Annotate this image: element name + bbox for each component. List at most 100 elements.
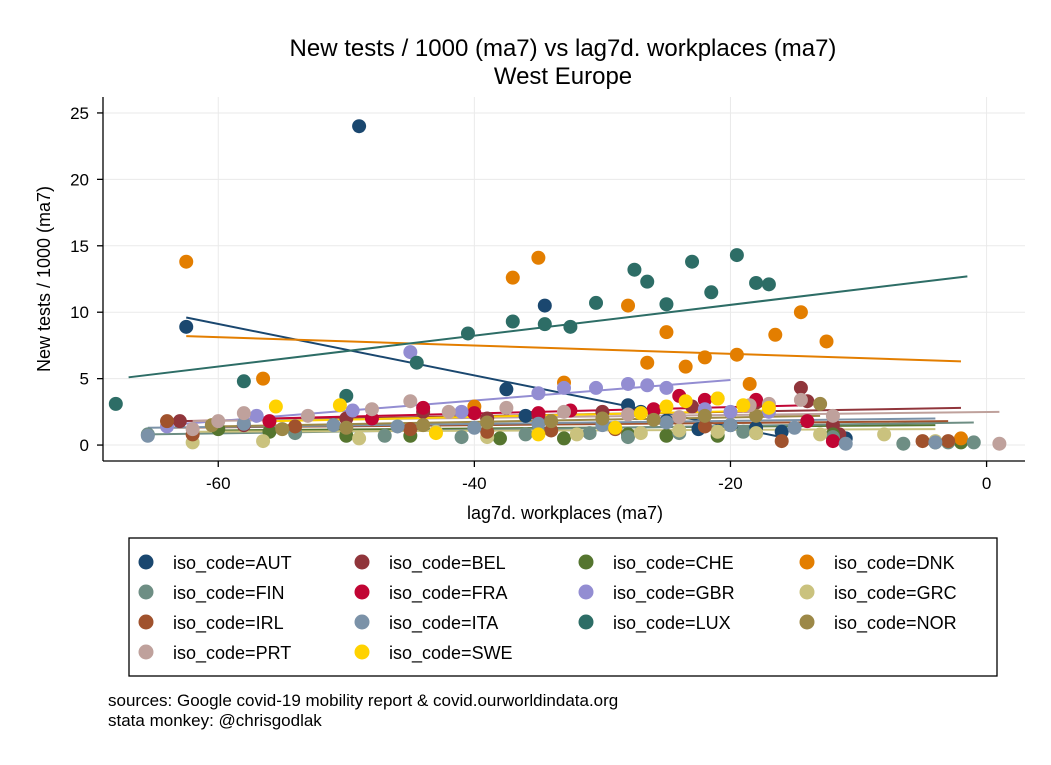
- data-point: [941, 434, 956, 449]
- data-point: [704, 285, 719, 300]
- legend-label: iso_code=ITA: [389, 613, 498, 634]
- data-point: [441, 404, 456, 419]
- data-point: [492, 431, 507, 446]
- data-point: [659, 297, 674, 312]
- data-point: [544, 414, 559, 429]
- data-point: [185, 422, 200, 437]
- data-point: [621, 430, 636, 445]
- data-point: [589, 295, 604, 310]
- data-point: [787, 420, 802, 435]
- data-point: [505, 270, 520, 285]
- data-point: [403, 345, 418, 360]
- axes: 0 5 10 15 20 25 -60 -40 -20 0: [70, 97, 1025, 493]
- data-point: [249, 408, 264, 423]
- data-point: [736, 398, 751, 413]
- data-point: [531, 427, 546, 442]
- data-point: [179, 254, 194, 269]
- y-tick-label: 15: [70, 237, 89, 256]
- data-point: [268, 399, 283, 414]
- legend-marker: [578, 614, 594, 630]
- fit-line: [192, 428, 936, 433]
- data-point: [729, 248, 744, 263]
- data-point: [697, 408, 712, 423]
- data-point: [454, 430, 469, 445]
- data-point: [877, 427, 892, 442]
- data-point: [697, 419, 712, 434]
- legend: iso_code=AUT iso_code=BEL iso_code=CHE iso_…: [128, 537, 998, 677]
- data-point: [557, 380, 571, 395]
- data-point: [793, 380, 808, 395]
- data-point: [793, 392, 808, 407]
- data-point: [300, 408, 315, 423]
- legend-marker: [799, 614, 815, 630]
- data-point: [518, 408, 533, 423]
- data-point: [409, 355, 424, 370]
- data-point: [179, 319, 194, 334]
- data-point: [140, 428, 155, 443]
- data-point: [108, 396, 123, 411]
- data-point: [499, 400, 514, 415]
- data-point: [749, 275, 764, 290]
- data-point: [531, 250, 546, 265]
- data-point: [640, 378, 655, 393]
- legend-marker: [138, 614, 154, 630]
- data-point: [825, 434, 840, 449]
- data-point: [672, 410, 687, 425]
- legend-marker: [138, 584, 154, 600]
- data-point: [256, 371, 271, 386]
- credit-note: stata monkey: @chrisgodlak: [108, 711, 322, 730]
- data-point: [825, 408, 840, 423]
- legend-label: iso_code=BEL: [389, 553, 506, 574]
- data-point: [390, 419, 405, 434]
- fit-line: [211, 414, 821, 428]
- data-point: [659, 399, 674, 414]
- data-points: [108, 119, 1007, 451]
- data-point: [236, 374, 251, 389]
- data-point: [749, 426, 764, 441]
- data-point: [736, 424, 751, 439]
- legend-marker: [354, 554, 370, 570]
- data-point: [480, 415, 495, 430]
- chart-subtitle: West Europe: [494, 63, 632, 90]
- data-point: [428, 426, 443, 441]
- data-point: [710, 424, 725, 439]
- data-point: [211, 414, 226, 429]
- data-point: [659, 380, 674, 395]
- data-point: [966, 435, 981, 450]
- data-point: [256, 434, 271, 449]
- data-point: [403, 422, 418, 437]
- data-point: [813, 396, 828, 411]
- data-point: [621, 298, 636, 313]
- legend-box: [128, 537, 998, 677]
- data-point: [621, 376, 636, 391]
- data-point: [531, 386, 546, 401]
- data-point: [761, 277, 776, 292]
- data-point: [678, 359, 693, 374]
- data-point: [160, 414, 175, 429]
- data-point: [518, 427, 533, 442]
- legend-label: iso_code=PRT: [173, 643, 291, 664]
- fit-line: [186, 335, 962, 363]
- data-point: [352, 431, 367, 446]
- data-point: [352, 119, 367, 134]
- data-point: [723, 404, 738, 419]
- legend-label: iso_code=NOR: [834, 613, 957, 634]
- data-point: [582, 426, 597, 441]
- data-point: [416, 400, 431, 415]
- data-point: [710, 391, 725, 406]
- data-point: [819, 334, 834, 349]
- data-point: [416, 418, 431, 433]
- legend-label: iso_code=IRL: [173, 613, 284, 634]
- data-point: [646, 412, 661, 427]
- data-point: [460, 326, 475, 341]
- data-point: [332, 398, 347, 413]
- data-point: [992, 436, 1007, 451]
- y-axis-label: New tests / 1000 (ma7): [34, 186, 54, 372]
- data-point: [537, 298, 552, 313]
- data-point: [377, 428, 392, 443]
- data-point: [454, 404, 469, 419]
- legend-marker: [578, 554, 594, 570]
- data-point: [569, 427, 584, 442]
- x-axis-label: lag7d. workplaces (ma7): [467, 503, 663, 523]
